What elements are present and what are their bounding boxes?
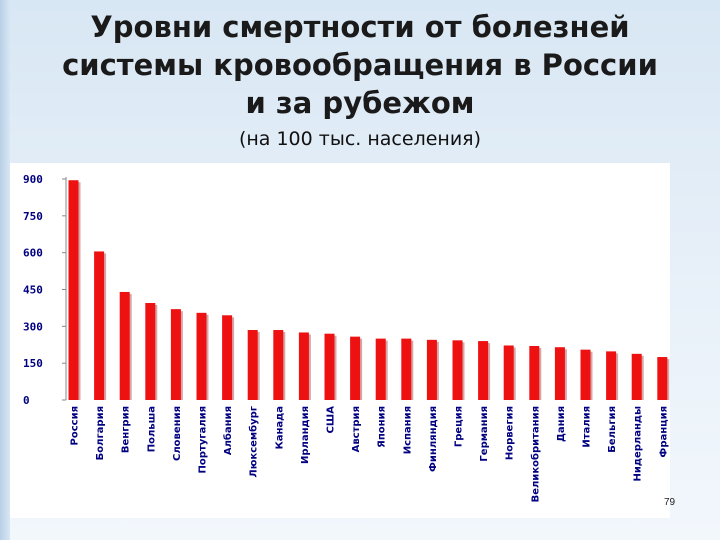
category-label: Япония: [377, 406, 388, 448]
y-tick-label: 600: [23, 247, 43, 260]
y-tick-label: 0: [23, 394, 30, 407]
category-label: Албания: [222, 406, 234, 455]
category-label: Болгария: [95, 406, 106, 460]
category-label: Дания: [556, 406, 567, 442]
bar: [580, 349, 591, 400]
bar: [196, 312, 207, 400]
bar: [503, 345, 514, 400]
slide-subtitle: (на 100 тыс. населения): [238, 128, 482, 150]
y-tick-label: 900: [23, 173, 43, 186]
category-label: Греция: [454, 406, 465, 447]
bar: [606, 351, 617, 400]
bar: [375, 338, 386, 400]
y-tick-label: 150: [23, 357, 43, 370]
bar: [247, 330, 258, 400]
bar: [222, 315, 233, 400]
y-tick-label: 750: [23, 210, 43, 223]
category-label: Бельгия: [607, 406, 618, 453]
bar: [68, 180, 79, 400]
bar: [657, 357, 668, 400]
category-label: Франция: [658, 406, 669, 458]
y-tick-label: 300: [23, 320, 43, 333]
category-label: Люксембург: [248, 406, 260, 478]
category-label: Австрия: [351, 406, 362, 452]
bar: [94, 251, 105, 400]
category-label: Португалия: [198, 406, 209, 473]
bar: [478, 341, 489, 400]
y-tick-label: 450: [23, 284, 43, 297]
bar: [273, 330, 284, 400]
bar: [631, 353, 642, 400]
title-line-3: и за рубежом: [245, 86, 475, 120]
page-number: 79: [664, 497, 676, 508]
bar: [170, 309, 181, 400]
bar: [119, 291, 130, 400]
bar: [145, 303, 156, 400]
category-label: Финляндия: [428, 406, 439, 472]
slide-title: Уровни смертности от болезней системы кр…: [0, 8, 720, 122]
category-label: Великобритания: [529, 406, 541, 502]
title-line-1: Уровни смертности от болезней: [90, 10, 630, 44]
bar: [426, 339, 437, 400]
bar: [401, 338, 412, 400]
category-label: Россия: [70, 406, 81, 445]
category-label: Ирландия: [300, 406, 311, 464]
category-label: США: [326, 406, 337, 434]
bar: [298, 332, 309, 400]
category-label: Норвегия: [505, 406, 516, 460]
category-label: Германия: [479, 406, 490, 462]
category-label: Польша: [146, 406, 157, 452]
bar: [452, 340, 463, 400]
bar: [324, 333, 335, 400]
category-label: Италия: [582, 406, 593, 448]
bar: [350, 336, 361, 400]
mortality-bar-chart: 0 150 300 450 600 750 900 Россия Болгария Венгрия…: [23, 173, 670, 502]
bar: [529, 345, 540, 400]
left-accent-bar: [0, 0, 10, 540]
category-label: Словения: [172, 406, 183, 461]
title-line-2: системы кровообращения в России: [62, 48, 658, 82]
bar: [554, 347, 565, 400]
category-label: Венгрия: [121, 406, 132, 453]
category-label: Канада: [274, 406, 285, 449]
category-label: Испания: [402, 406, 413, 454]
category-label: Нидерланды: [633, 406, 644, 482]
